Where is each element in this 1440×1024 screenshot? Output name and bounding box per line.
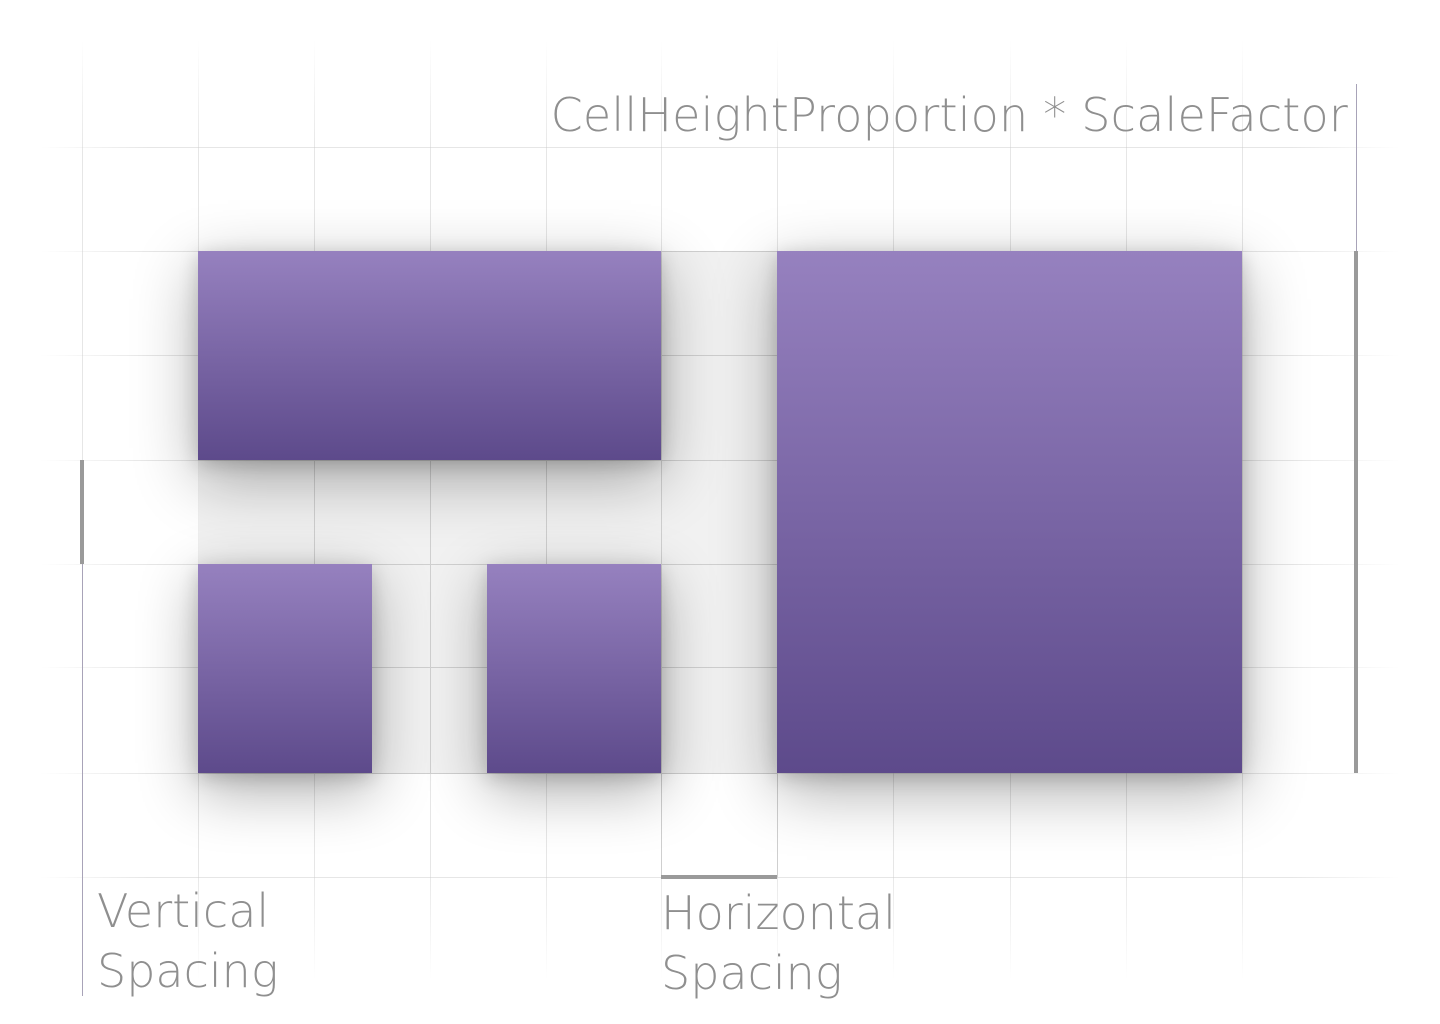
vertical-spacing-label-line2: Spacing [97, 943, 279, 998]
horizontal-spacing-label-line1: Horizontal [661, 886, 896, 940]
grid-line [430, 460, 431, 773]
grid-line [314, 460, 315, 564]
cell-height-label: CellHeightProportion * ScaleFactor [550, 88, 1348, 142]
faint-grid-line [40, 147, 1400, 148]
horizontal-spacing-label-line2: Spacing [661, 945, 843, 1000]
grid-line [198, 773, 777, 774]
large-tile [777, 251, 1242, 773]
faint-grid-line [1242, 40, 1243, 980]
small-tile-right [487, 564, 661, 773]
vertical-gap-cell [198, 460, 661, 564]
cell-height-guide [1356, 84, 1357, 251]
vertical-spacing-marker [80, 460, 84, 564]
grid-line [661, 355, 777, 356]
wide-tile [198, 251, 661, 460]
grid-line [198, 460, 777, 461]
horizontal-gap-cell [661, 251, 777, 773]
horizontal-spacing-marker [661, 875, 777, 879]
grid-line [661, 251, 777, 252]
small-tile-left [198, 564, 372, 773]
grid-line [661, 251, 662, 877]
grid-line [546, 460, 547, 564]
vertical-spacing-label: Vertical Spacing [97, 882, 278, 1002]
horizontal-spacing-label: Horizontal Spacing [661, 884, 896, 1004]
vertical-spacing-guide [82, 460, 83, 996]
vertical-spacing-label-line1: Vertical [97, 884, 270, 938]
cell-height-marker [1354, 251, 1358, 773]
horizontal-gap-cell [372, 564, 487, 773]
